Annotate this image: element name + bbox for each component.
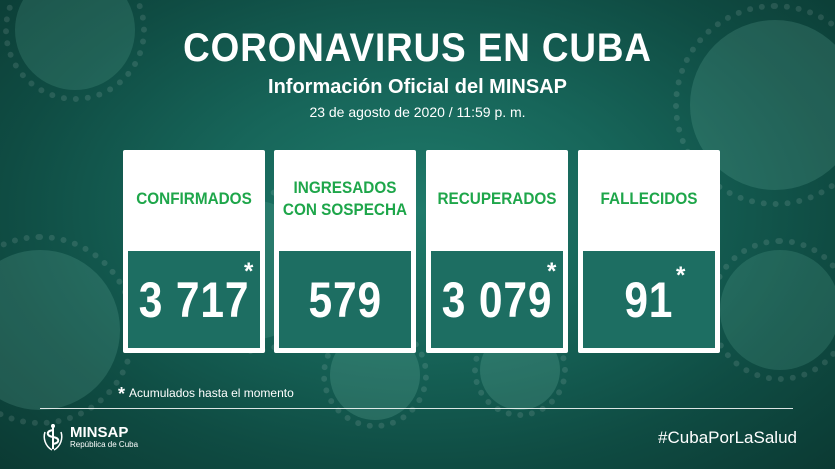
footnote-asterisk: * <box>118 384 126 404</box>
logo-subtitle: República de Cuba <box>70 439 139 449</box>
card-ingresados: INGRESADOS CON SOSPECHA 579 <box>274 150 416 353</box>
card-value-box: 579 <box>279 251 411 348</box>
footnote-text: Acumulados hasta el momento <box>129 386 294 400</box>
virus-decoration <box>3 0 147 102</box>
hashtag: #CubaPorLaSalud <box>658 428 797 447</box>
logo-name: MINSAP <box>70 423 129 441</box>
card-label-line1: INGRESADOS <box>293 178 397 197</box>
card-confirmados: CONFIRMADOS 3 717 * <box>123 150 265 353</box>
card-label: CONFIRMADOS <box>136 189 252 208</box>
asterisk-mark: * <box>547 258 557 285</box>
page-subtitle: Información Oficial del MINSAP <box>268 76 567 98</box>
card-fallecidos: FALLECIDOS 91 * <box>578 150 720 353</box>
card-value: 91 <box>624 271 674 328</box>
minsap-logo: MINSAP República de Cuba <box>42 422 138 452</box>
card-value: 579 <box>308 271 382 328</box>
card-label-line2: CON SOSPECHA <box>282 200 408 219</box>
minsap-emblem-icon <box>43 424 63 451</box>
footnote: * Acumulados hasta el momento <box>118 384 294 405</box>
asterisk-mark: * <box>244 258 254 285</box>
card-value: 3 717 <box>138 271 250 328</box>
virus-decoration <box>708 238 835 382</box>
asterisk-mark: * <box>676 262 686 289</box>
card-label: FALLECIDOS <box>600 189 698 208</box>
card-value-box: 3 079 <box>431 251 563 348</box>
card-label: INGRESADOS CON SOSPECHA <box>281 150 409 248</box>
card-value-box: 91 <box>583 251 715 348</box>
page-title: CORONAVIRUS EN CUBA <box>183 26 652 70</box>
card-value-box: 3 717 <box>128 251 260 348</box>
card-label: RECUPERADOS <box>437 189 557 208</box>
card-value: 3 079 <box>441 271 553 328</box>
divider <box>40 408 793 409</box>
card-recuperados: RECUPERADOS 3 079 * <box>426 150 568 353</box>
virus-decoration <box>0 234 136 426</box>
report-date: 23 de agosto de 2020 / 11:59 p. m. <box>309 104 526 120</box>
